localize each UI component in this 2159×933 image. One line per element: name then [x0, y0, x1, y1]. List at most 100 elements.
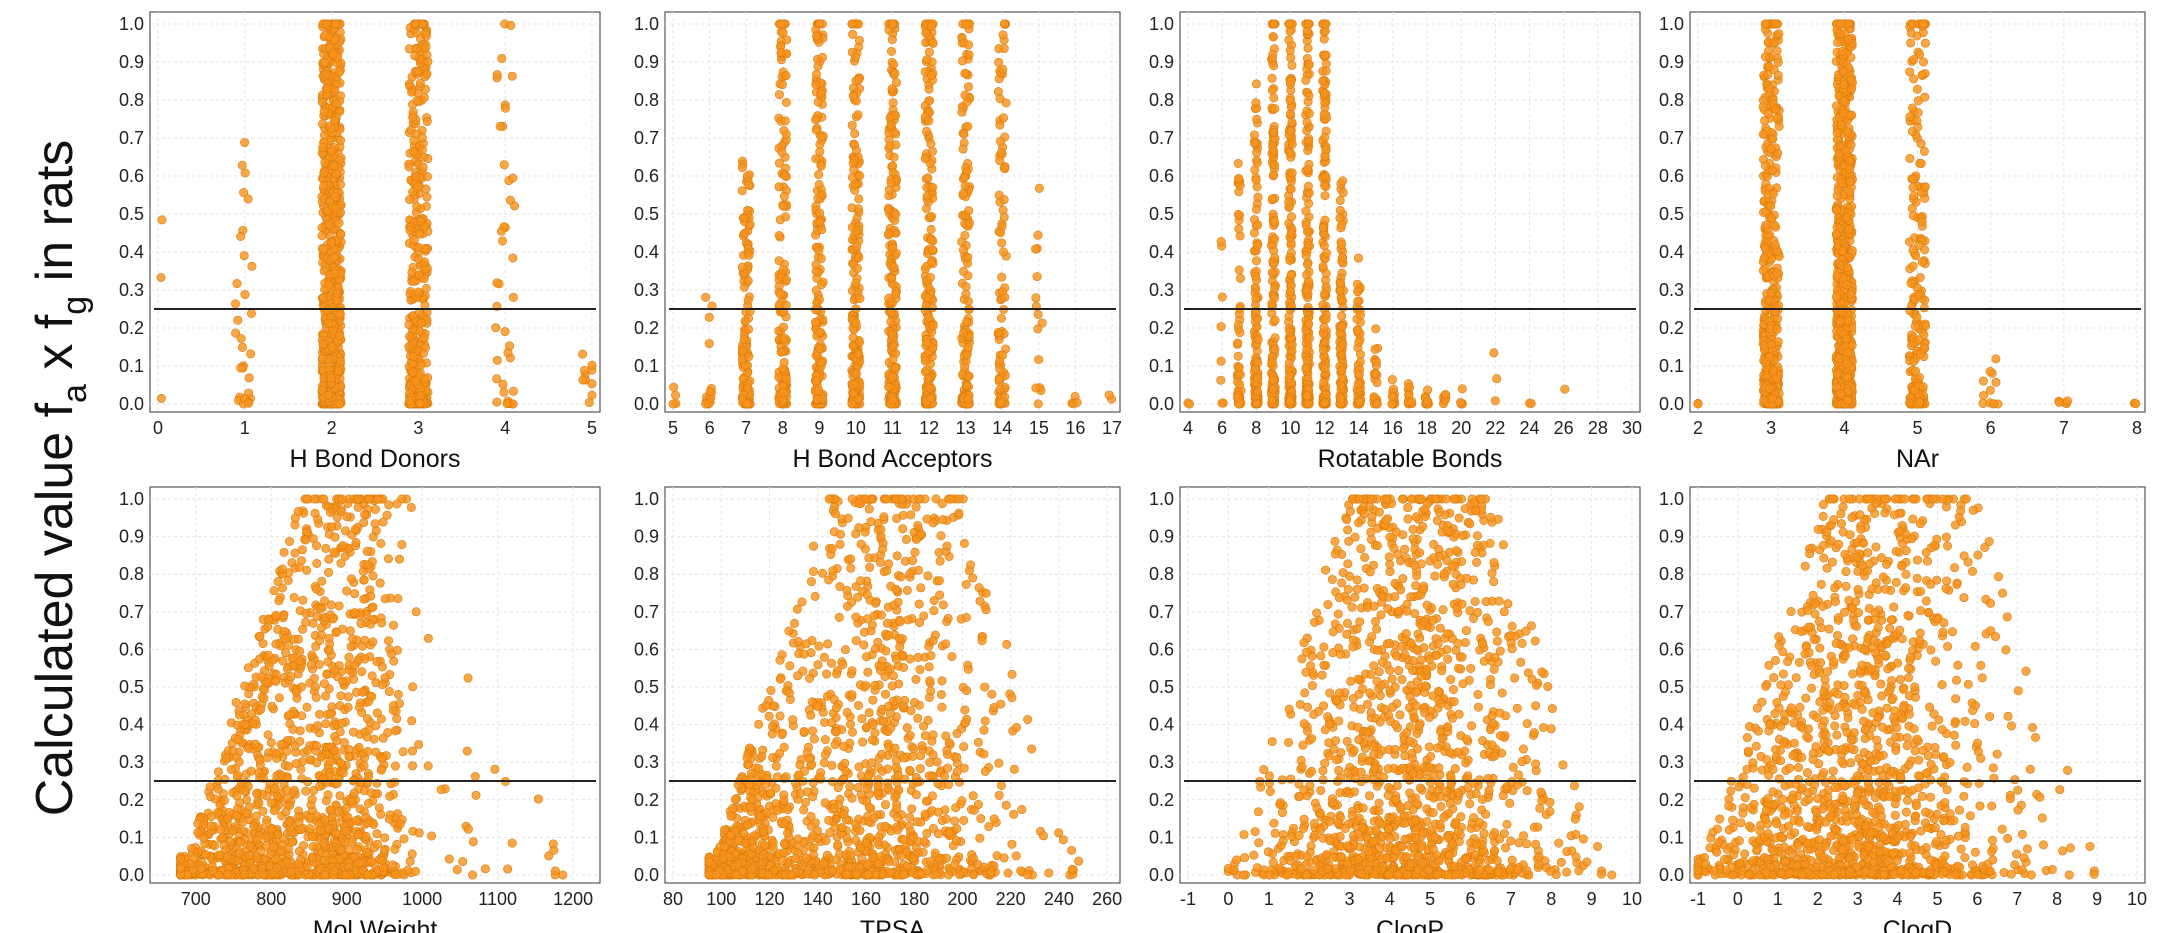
data-point	[1267, 395, 1277, 405]
data-point	[1285, 96, 1295, 106]
data-point	[1216, 356, 1226, 366]
data-point	[495, 121, 505, 131]
data-point	[1831, 101, 1841, 111]
data-point	[1284, 197, 1294, 207]
data-point	[926, 257, 936, 267]
data-point	[1269, 93, 1279, 103]
data-point	[814, 170, 824, 180]
y-tick-label: 0.7	[1149, 128, 1174, 148]
x-tick-label: 6	[1986, 418, 1996, 438]
plot-frame	[1179, 11, 1641, 413]
data-point	[409, 147, 419, 157]
data-point	[960, 68, 970, 78]
data-point	[995, 156, 1005, 166]
data-point	[239, 188, 249, 198]
data-point	[998, 30, 1008, 40]
data-point	[1405, 382, 1415, 392]
data-point	[964, 40, 974, 50]
data-point	[1268, 19, 1278, 29]
data-point	[925, 272, 935, 282]
x-axis-label: H Bond Acceptors	[792, 445, 992, 473]
data-point	[1839, 80, 1849, 90]
data-point	[246, 308, 256, 318]
data-point	[964, 50, 974, 60]
data-point	[324, 318, 334, 328]
data-point	[1217, 292, 1227, 302]
data-point	[774, 231, 784, 241]
data-point	[852, 213, 862, 223]
data-point	[240, 168, 250, 178]
data-point	[423, 154, 433, 164]
data-point	[1354, 370, 1364, 380]
data-point	[1318, 261, 1328, 271]
data-point	[1285, 287, 1295, 297]
data-point	[775, 289, 785, 299]
data-point	[884, 229, 894, 239]
data-point	[744, 250, 754, 260]
data-point	[1253, 387, 1263, 397]
y-tick-label: 0.7	[634, 128, 659, 148]
data-point	[1843, 34, 1853, 44]
data-point	[925, 383, 935, 393]
data-point	[958, 144, 968, 154]
data-point	[922, 338, 932, 348]
x-tick-label: 22	[1485, 418, 1505, 438]
data-point	[891, 209, 901, 219]
data-point	[1252, 114, 1262, 124]
data-point	[231, 328, 241, 338]
data-point	[815, 343, 825, 353]
data-point	[737, 262, 747, 272]
data-point	[811, 69, 821, 79]
data-point	[1372, 399, 1382, 409]
data-point	[995, 120, 1005, 130]
data-point	[996, 136, 1006, 146]
data-point	[854, 194, 864, 204]
data-point	[1268, 32, 1278, 42]
data-point	[1335, 286, 1345, 296]
data-point	[928, 182, 938, 192]
data-point	[1235, 379, 1245, 389]
x-tick-label: 26	[1554, 418, 1574, 438]
data-point	[233, 315, 243, 325]
data-point	[928, 38, 938, 48]
data-point	[497, 53, 507, 63]
data-point	[1846, 289, 1856, 299]
data-point	[1320, 337, 1330, 347]
data-point	[500, 327, 510, 337]
data-point	[1216, 237, 1226, 247]
data-point	[888, 372, 898, 382]
data-point	[780, 171, 790, 181]
data-point	[781, 97, 791, 107]
data-point	[1235, 273, 1245, 283]
data-point	[1253, 335, 1263, 345]
data-point	[922, 292, 932, 302]
data-point	[408, 367, 418, 377]
data-point	[319, 107, 329, 117]
x-axis-label: H Bond Donors	[290, 445, 461, 473]
data-point	[815, 147, 825, 157]
data-point	[1304, 91, 1314, 101]
data-point	[1286, 126, 1296, 136]
y-tick-label: 0.6	[119, 166, 144, 186]
y-axis-label-sub-a: a	[56, 384, 94, 403]
data-point	[851, 368, 861, 378]
data-point	[737, 163, 747, 173]
data-point	[816, 161, 826, 171]
data-point	[739, 213, 749, 223]
y-tick-label: 0.2	[119, 318, 144, 338]
data-point	[853, 110, 863, 120]
data-point	[1184, 399, 1194, 409]
data-point	[319, 181, 329, 191]
data-point	[1765, 352, 1775, 362]
data-point	[320, 58, 330, 68]
data-point	[853, 263, 863, 273]
data-point	[419, 333, 429, 343]
data-point	[1846, 140, 1856, 150]
data-point	[1353, 296, 1363, 306]
data-point	[1318, 223, 1328, 233]
data-point	[1319, 322, 1329, 332]
data-point	[924, 47, 934, 57]
x-tick-label: 4	[1183, 418, 1193, 438]
data-point	[578, 349, 588, 359]
data-point	[330, 160, 340, 170]
